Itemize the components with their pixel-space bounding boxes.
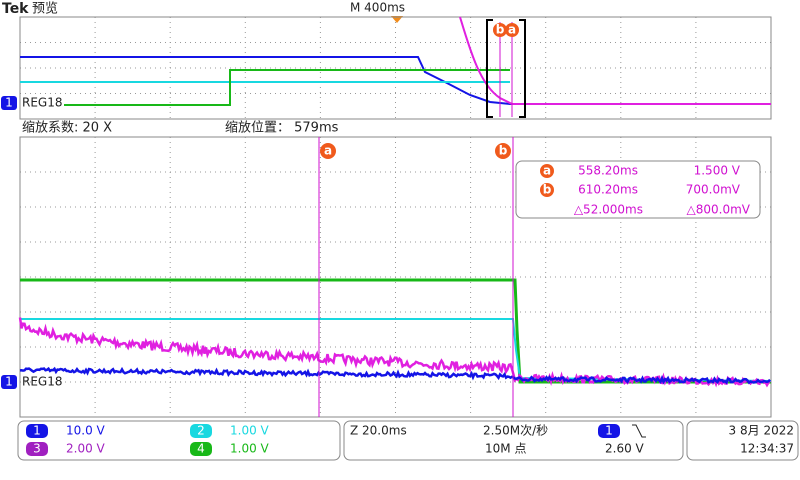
clock-panel xyxy=(686,420,799,461)
cursor-label: a xyxy=(508,23,516,37)
channel-marker xyxy=(1,375,17,389)
cursor-label: b xyxy=(496,23,505,37)
channel-number: 4 xyxy=(197,442,205,456)
cursor-a-time: 558.20ms xyxy=(578,164,638,178)
main-frame xyxy=(19,136,772,418)
trigger-source: 1 xyxy=(605,424,613,438)
brand: Tek xyxy=(2,1,29,17)
overview-ch4 xyxy=(64,69,510,106)
trigger-level: 2.60 V xyxy=(605,442,645,456)
record-length: 10M 点 xyxy=(485,442,526,456)
delta-time: △52.000ms xyxy=(574,203,643,217)
mode: 预览 xyxy=(32,1,58,17)
channel-number: 1 xyxy=(33,424,41,438)
overview-frame xyxy=(19,16,772,120)
channel-scale: 2.00 V xyxy=(66,442,106,456)
cursor-b-level: 700.0mV xyxy=(686,183,741,197)
channel-panel[interactable] xyxy=(17,420,341,461)
channel-badge xyxy=(26,442,48,456)
badge xyxy=(540,183,554,197)
cursor-b-time: 610.20ms xyxy=(578,183,638,197)
channel-badge xyxy=(190,424,212,438)
trigger-source-badge xyxy=(598,424,620,438)
channel-scale: 1.00 V xyxy=(230,424,270,438)
trace xyxy=(19,366,771,385)
zoom-scale: Z 20.0ms xyxy=(350,424,407,438)
badge xyxy=(495,143,511,159)
badge xyxy=(493,23,507,37)
zoom-bracket xyxy=(486,19,526,118)
cursor-label: a xyxy=(543,164,551,178)
zoom-position: 缩放位置： 579ms xyxy=(225,120,339,136)
overview-grid xyxy=(20,17,771,119)
channel-scale: 10.0 V xyxy=(66,424,106,438)
cursor-a-level: 1.500 V xyxy=(694,164,741,178)
channel-number: 2 xyxy=(197,424,205,438)
badge xyxy=(320,143,336,159)
trace xyxy=(18,317,771,388)
cursor-readout xyxy=(515,160,761,219)
channel-marker xyxy=(1,96,17,110)
channel-badge xyxy=(190,442,212,456)
trigger-position xyxy=(391,16,403,23)
ch4-trace xyxy=(20,278,771,384)
overview-ch1 xyxy=(20,56,771,105)
timebase: M 400ms xyxy=(350,1,405,15)
noisy-traces xyxy=(18,317,771,388)
sample-rate: 2.50M次/秒 xyxy=(483,424,548,438)
cursor-label: b xyxy=(499,144,508,158)
zoom-factor: 缩放系数: 20 X xyxy=(22,120,112,136)
channel-badge xyxy=(26,424,48,438)
channel-label: REG18 xyxy=(22,96,63,110)
date: 3 8月 2022 xyxy=(729,424,794,438)
cursor-label: b xyxy=(543,183,552,197)
delta-level: △800.0mV xyxy=(687,203,751,217)
channel-label: REG18 xyxy=(22,375,63,389)
trigger-slope xyxy=(632,424,646,438)
channel-marker-label: 1 xyxy=(5,375,13,389)
badge xyxy=(505,23,519,37)
cursor-label: a xyxy=(324,144,332,158)
channel-marker-label: 1 xyxy=(5,96,13,110)
channel-scale: 1.00 V xyxy=(230,442,270,456)
time: 12:34:37 xyxy=(740,442,794,456)
channel-number: 3 xyxy=(33,442,41,456)
badge xyxy=(540,164,554,178)
